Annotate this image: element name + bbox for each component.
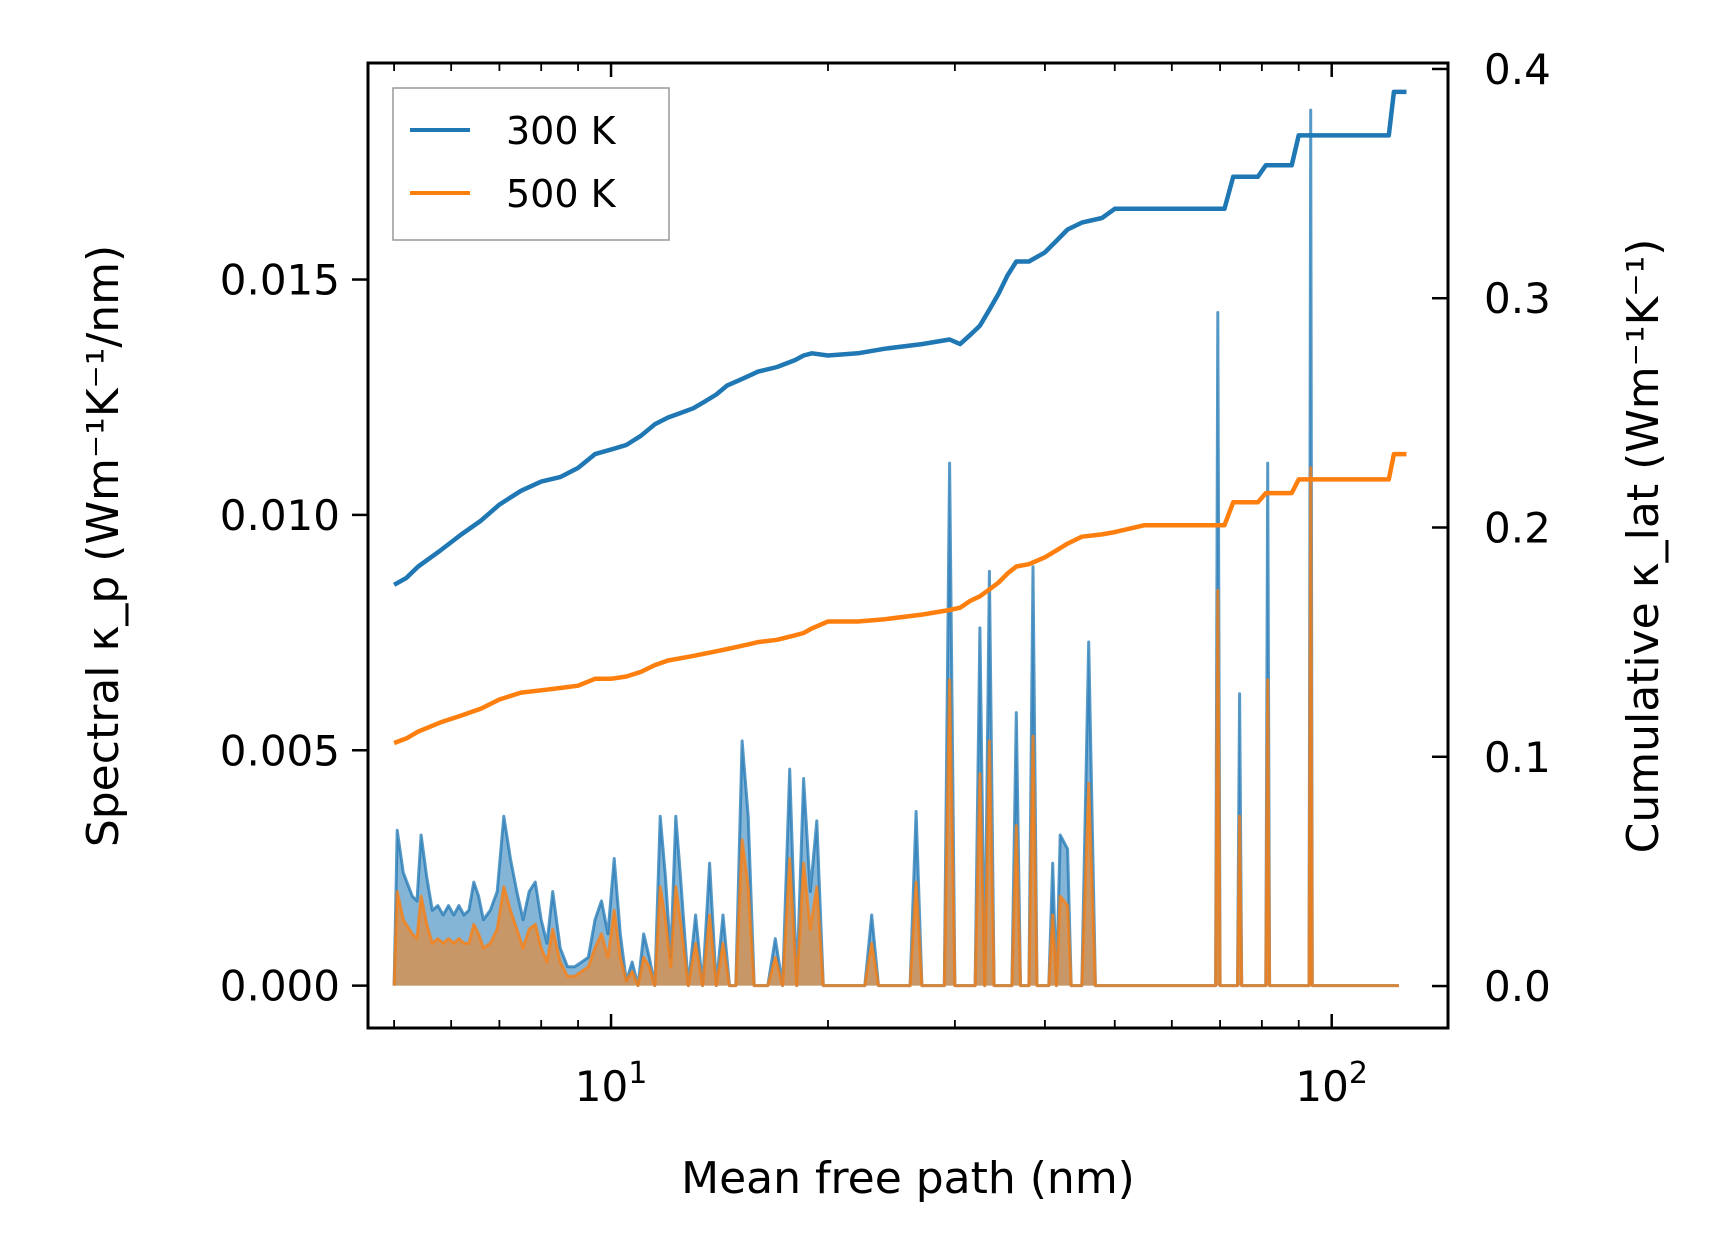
y-right-tick-label: 0.2: [1484, 504, 1551, 553]
x-tick-label: 102: [1295, 1056, 1368, 1111]
y-right-tick-label: 0.0: [1484, 962, 1551, 1011]
y-left-tick-label: 0.000: [220, 962, 340, 1011]
y-right-tick-label: 0.1: [1484, 733, 1551, 782]
cumulative-line-500k: [393, 451, 1407, 746]
axes: 101 102 0.000 0.005 0.010 0.015 0.0 0.1 0.2 0.3 0.…: [220, 45, 1551, 1111]
y-axis-label-right: Cumulative κ_lat (Wm⁻¹K⁻¹): [1618, 239, 1669, 854]
legend: 300 K 500 K: [392, 87, 670, 241]
spectral-line-300k: [392, 108, 1399, 988]
legend-label-500k: 500 K: [506, 172, 617, 216]
legend-label-300k: 300 K: [506, 109, 617, 153]
y-right-tick-label: 0.3: [1484, 274, 1551, 323]
plot-frame: [366, 61, 1450, 1030]
spectral-area-500k: [394, 467, 1400, 986]
cumulative-line-300k: [392, 89, 1407, 587]
legend-box: [392, 87, 670, 241]
y-left-tick-label: 0.005: [220, 726, 340, 775]
y-axis-label-left: Spectral κ_p (Wm⁻¹K⁻¹/nm): [78, 245, 129, 847]
spectral-line-500k: [392, 466, 1399, 988]
y-left-tick-label: 0.010: [220, 491, 340, 540]
plot-area: [392, 89, 1407, 988]
x-tick-label: 101: [575, 1056, 648, 1111]
spectral-area-300k: [394, 110, 1400, 986]
x-axis-label: Mean free path (nm): [681, 1153, 1135, 1204]
y-right-tick-label: 0.4: [1484, 45, 1551, 94]
y-left-tick-label: 0.015: [220, 256, 340, 305]
